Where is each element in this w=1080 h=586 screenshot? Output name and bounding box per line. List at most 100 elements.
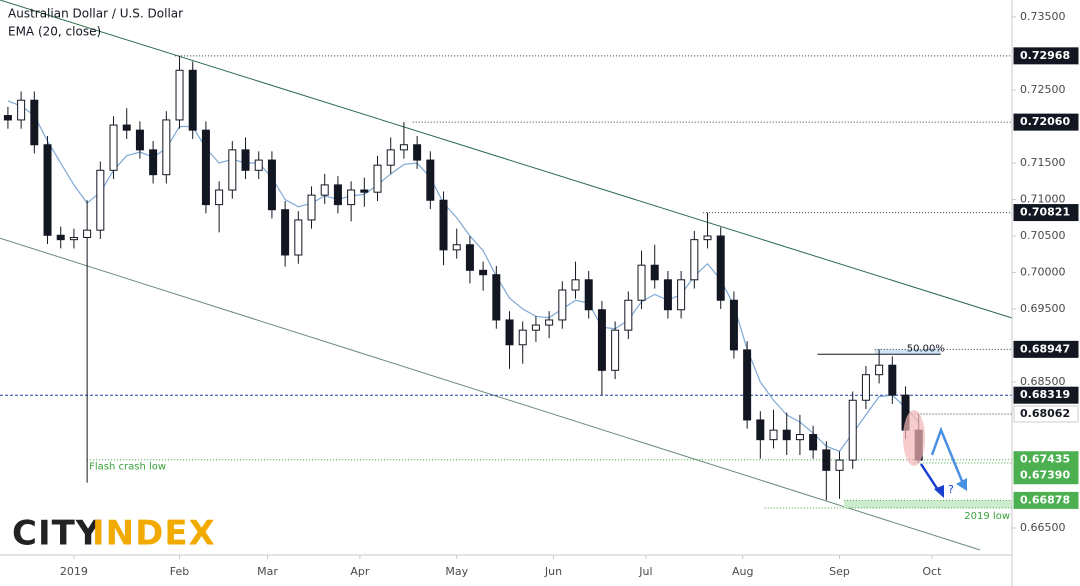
candle-body — [17, 99, 26, 121]
x-tick-label: 2019 — [60, 565, 88, 578]
candle-body — [69, 236, 78, 241]
candle-body — [175, 69, 184, 121]
y-tick-label: 0.68500 — [1020, 375, 1066, 388]
candle-body — [83, 229, 92, 238]
y-tick-label: 0.70000 — [1020, 265, 1066, 278]
question-mark: ? — [948, 483, 954, 496]
candle-body — [109, 124, 118, 171]
x-tick-label: Jul — [638, 565, 652, 578]
candle-body — [597, 309, 606, 371]
candle-body — [479, 269, 488, 276]
candle-body — [505, 319, 514, 346]
candle-body — [465, 244, 474, 271]
candle-body — [347, 189, 356, 206]
candle-body — [3, 115, 12, 121]
level-label: 0.72060 — [1020, 115, 1070, 128]
candle-body — [703, 235, 712, 241]
candle-body — [795, 434, 804, 441]
candle-body — [492, 274, 501, 321]
candle-body — [135, 129, 144, 151]
candle-body — [320, 184, 329, 196]
candle-body — [584, 279, 593, 311]
candle-body — [809, 434, 818, 451]
candle-body — [30, 99, 39, 146]
candle-body — [518, 329, 527, 346]
candle-body — [822, 449, 831, 471]
candle-body — [677, 279, 686, 311]
candle-body — [611, 329, 620, 371]
level-box — [1013, 113, 1079, 131]
candle-body — [861, 374, 870, 401]
level-label: 0.67390 — [1020, 469, 1070, 482]
annotation: 2019 low — [964, 511, 1010, 522]
x-tick-label: May — [445, 565, 468, 578]
candle-body — [452, 244, 461, 251]
ema-line — [7, 100, 920, 453]
x-tick-label: Aug — [732, 565, 753, 578]
candle-body — [399, 144, 408, 151]
x-tick-label: Mar — [257, 565, 278, 578]
candle-body — [360, 189, 369, 193]
chart-subtitle: EMA (20, close) — [8, 25, 101, 39]
x-tick-label: Sep — [829, 565, 850, 578]
candle-body — [149, 149, 158, 176]
level-label: 0.72968 — [1020, 49, 1070, 62]
x-tick-label: Feb — [170, 565, 189, 578]
arrowhead — [934, 485, 944, 498]
scenario-arrow — [930, 426, 966, 487]
candle-body — [650, 264, 659, 281]
candle-body — [333, 184, 342, 206]
level-box — [1013, 491, 1079, 509]
level-label: 0.66878 — [1020, 493, 1070, 506]
fib-label: 50.00% — [907, 343, 945, 354]
level-box — [1013, 340, 1079, 358]
candle-body — [637, 264, 646, 301]
level-label: 0.67435 — [1020, 453, 1070, 466]
candle-body — [294, 219, 303, 256]
candle-body — [439, 199, 448, 251]
annotation: Flash crash low — [89, 462, 166, 473]
x-tick-label: Apr — [350, 565, 370, 578]
candle-body — [56, 234, 65, 241]
x-tick-label: Oct — [922, 565, 942, 578]
level-label: 0.68947 — [1020, 342, 1070, 355]
y-tick-label: 0.71000 — [1020, 193, 1066, 206]
candle-body — [122, 124, 131, 131]
y-tick-label: 0.73500 — [1020, 10, 1066, 23]
candle-body — [875, 364, 884, 376]
candle-body — [571, 279, 580, 291]
level-box — [1013, 47, 1079, 65]
y-tick-label: 0.71500 — [1020, 156, 1066, 169]
y-tick-label: 0.70500 — [1020, 229, 1066, 242]
candle-body — [162, 119, 171, 176]
logo-city: CITY — [12, 514, 101, 554]
logo-index: INDEX — [92, 514, 216, 554]
candle-body — [281, 209, 290, 256]
candle-body — [228, 149, 237, 191]
candle-body — [201, 129, 210, 206]
level-box — [1013, 386, 1079, 404]
candle-body — [545, 319, 554, 326]
chart-title: Australian Dollar / U.S. Dollar — [8, 7, 183, 21]
level-label: 0.68062 — [1020, 407, 1070, 420]
plot-area: 50.00% — [0, 0, 1013, 551]
candle-body — [215, 189, 224, 206]
candle-body — [624, 299, 633, 331]
candle-body — [782, 429, 791, 441]
candle-body — [96, 169, 105, 231]
candle-body — [663, 279, 672, 311]
overlay: Flash crash low 2019 low — [89, 462, 1010, 522]
candle-body — [531, 324, 540, 331]
candle-body — [386, 149, 395, 166]
y-tick-label: 0.66500 — [1020, 521, 1066, 534]
candle-body — [254, 159, 263, 171]
candle-body — [690, 239, 699, 281]
candle-body — [558, 289, 567, 321]
y-tick-label: 0.72500 — [1020, 83, 1066, 96]
y-tick-label: 0.69500 — [1020, 302, 1066, 315]
candle-body — [241, 149, 250, 171]
channel-line — [0, 237, 981, 551]
candle-body — [426, 159, 435, 201]
candle-body — [835, 459, 844, 471]
